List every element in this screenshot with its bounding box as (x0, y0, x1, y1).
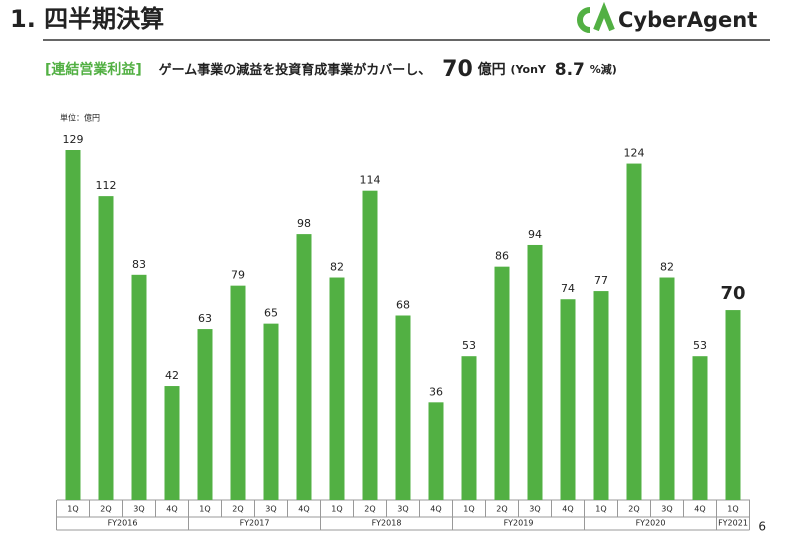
subtitle: [連結営業利益] ゲーム事業の減益を投資育成事業がカバーし、 70 億円 (Yo… (45, 57, 617, 82)
x-tick-label: 2Q (496, 505, 507, 514)
bar (692, 356, 708, 500)
value-label: 112 (96, 179, 117, 192)
bar (230, 285, 246, 500)
subtitle-text: ゲーム事業の減益を投資育成事業がカバーし、 (159, 62, 432, 78)
bar (461, 356, 477, 500)
x-tick-label: 4Q (562, 505, 573, 514)
bar (527, 244, 543, 500)
x-tick-label: 3Q (397, 505, 408, 514)
bar (164, 386, 180, 500)
bar (296, 234, 312, 500)
x-tick-label: 4Q (694, 505, 705, 514)
value-label: 77 (594, 274, 608, 287)
bar (560, 299, 576, 500)
value-label: 79 (231, 269, 245, 282)
group-label: FY2016 (108, 519, 138, 528)
bar (626, 163, 642, 500)
value-label: 63 (198, 312, 212, 325)
subtitle-tag: [連結営業利益] (45, 61, 142, 78)
page-number: 6 (758, 520, 766, 533)
value-label: 82 (330, 261, 344, 274)
bar (494, 266, 510, 500)
x-tick-label: 2Q (100, 505, 111, 514)
bar (593, 291, 609, 500)
x-tick-label: 2Q (232, 505, 243, 514)
x-tick-label: 4Q (166, 505, 177, 514)
value-label: 68 (396, 299, 410, 312)
value-label: 53 (693, 339, 707, 352)
x-tick-label: 1Q (727, 505, 738, 514)
bar (65, 150, 81, 500)
logo-icon (577, 1, 615, 33)
x-tick-label: 3Q (529, 505, 540, 514)
value-label: 124 (624, 147, 645, 160)
unit-label: 単位：億円 (60, 113, 100, 123)
group-label: FY2017 (240, 519, 270, 528)
x-tick-label: 4Q (430, 505, 441, 514)
x-tick-label: 1Q (331, 505, 342, 514)
value-label: 70 (720, 283, 745, 304)
bar (428, 402, 444, 500)
subtitle-yoy-value: 8.7 (555, 60, 585, 80)
x-tick-label: 1Q (463, 505, 474, 514)
value-label: 86 (495, 250, 509, 263)
logo-text: CyberAgent (618, 8, 757, 32)
value-label: 83 (132, 258, 146, 271)
bar (98, 196, 114, 500)
value-label: 42 (165, 369, 179, 382)
subtitle-amount: 70 (442, 57, 473, 82)
bar (395, 315, 411, 500)
value-label: 114 (360, 174, 381, 187)
value-label: 74 (561, 282, 575, 295)
bar (725, 310, 741, 500)
subtitle-yoy-close: %減) (590, 62, 617, 76)
bar (263, 323, 279, 500)
bar (362, 190, 378, 500)
x-tick-label: 3Q (133, 505, 144, 514)
x-tick-label: 3Q (661, 505, 672, 514)
bar (197, 329, 213, 500)
group-label: FY2020 (636, 519, 666, 528)
subtitle-unit: 億円 (478, 61, 506, 78)
value-label: 65 (264, 307, 278, 320)
bar (131, 274, 147, 500)
value-label: 129 (63, 133, 84, 146)
group-label: FY2021 (718, 519, 748, 528)
x-tick-label: 1Q (595, 505, 606, 514)
group-label: FY2018 (372, 519, 402, 528)
x-tick-label: 3Q (265, 505, 276, 514)
bar (329, 277, 345, 500)
slide-title: 1. 四半期決算 (10, 5, 164, 33)
subtitle-yoy: (YonY (511, 63, 547, 76)
x-tick-label: 4Q (298, 505, 309, 514)
value-label: 53 (462, 339, 476, 352)
value-label: 36 (429, 385, 443, 398)
x-tick-label: 1Q (199, 505, 210, 514)
group-label: FY2019 (504, 519, 534, 528)
x-tick-label: 1Q (67, 505, 78, 514)
value-label: 98 (297, 217, 311, 230)
bar (659, 277, 675, 500)
x-tick-label: 2Q (364, 505, 375, 514)
value-label: 94 (528, 228, 542, 241)
x-tick-label: 2Q (628, 505, 639, 514)
value-label: 82 (660, 261, 674, 274)
